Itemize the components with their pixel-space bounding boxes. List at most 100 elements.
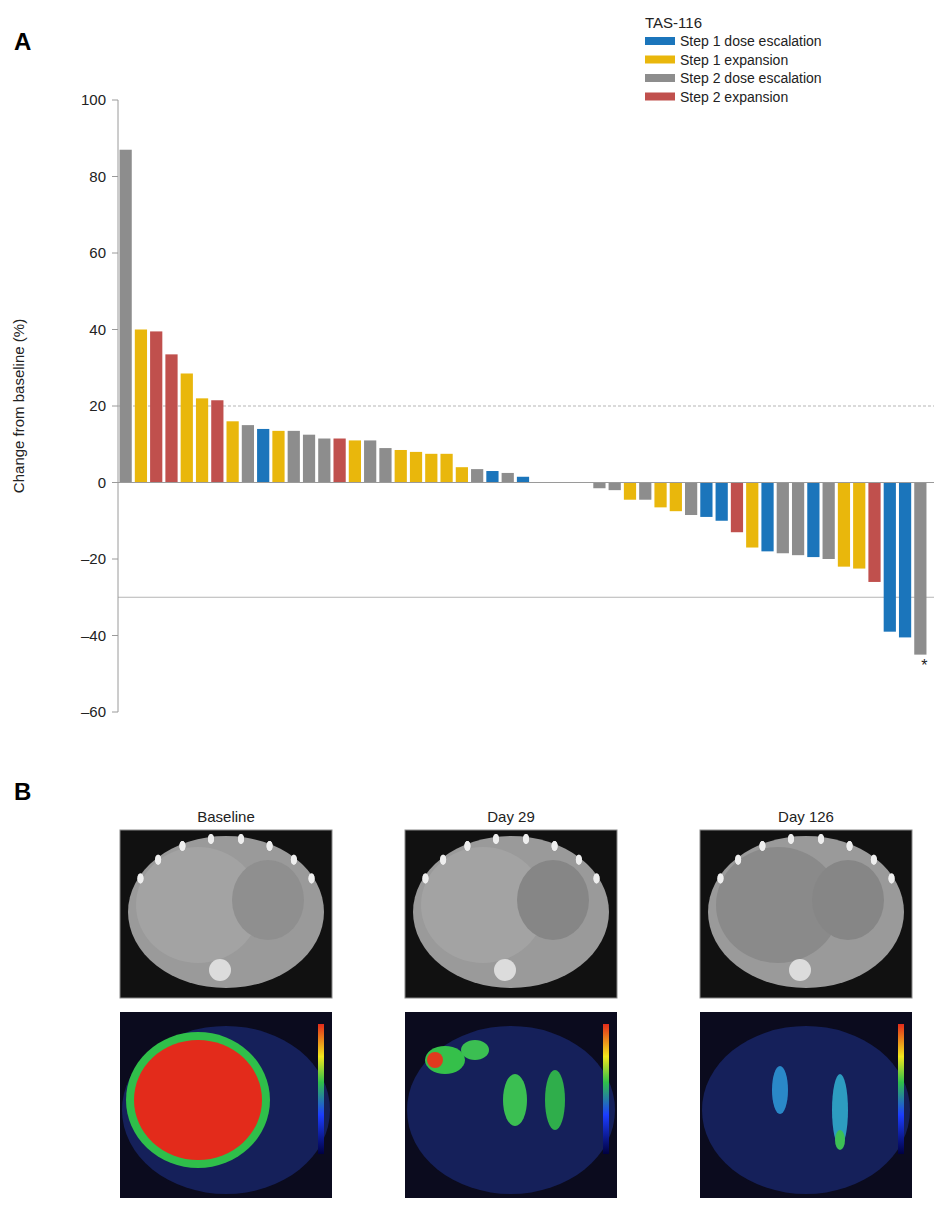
figure: A–60–40–20020406080100Change from baseli… [0,0,935,1206]
bar [792,483,804,556]
y-tick [112,635,118,636]
bar [440,454,452,483]
y-tick [112,559,118,560]
ct-rib [464,841,470,851]
bar [257,429,269,483]
ct-rib [871,855,877,865]
image-title: Day 29 [487,808,535,825]
ct-rib [594,873,600,883]
pet-body [702,1026,910,1194]
bar [425,454,437,483]
ct-rib [309,873,315,883]
bar [593,483,605,489]
y-tick [112,253,118,254]
bar [196,398,208,482]
ct-spine [494,959,516,981]
bar [379,448,391,482]
pet-uptake [461,1040,489,1060]
ct-rib [552,841,558,851]
bar [150,331,162,482]
ct-rib [137,873,143,883]
legend-label: Step 2 dose escalation [680,70,822,86]
y-tick-label: 0 [98,474,106,491]
pet-colorbar [898,1024,904,1154]
ct-rib [179,841,185,851]
ct-rib [889,873,895,883]
ct-rib [847,841,853,851]
ct-lesion [812,860,884,940]
ct-rib [523,834,529,844]
ct-rib [291,855,297,865]
bar [333,439,345,483]
ct-body [708,836,904,988]
pet-colorbar [318,1024,324,1154]
pet-image [405,1012,617,1198]
ct-rib [788,834,794,844]
ct-rib [440,855,446,865]
bar [639,483,651,500]
ct-rib [735,855,741,865]
y-tick [112,482,118,483]
pet-uptake [134,1040,262,1160]
bar [624,483,636,500]
y-tick-label: 100 [81,91,106,108]
ct-spine [789,959,811,981]
bar [242,425,254,482]
legend-label: Step 1 dose escalation [680,33,822,49]
ct-rib [759,841,765,851]
image-title: Baseline [197,808,255,825]
bar [135,330,147,483]
ct-rib [735,855,741,865]
bar [303,435,315,483]
bar [761,483,773,552]
ct-rib [309,873,315,883]
ct-rib [818,834,824,844]
bar [272,431,284,483]
legend-label: Step 2 expansion [680,89,788,105]
pet-uptake [503,1074,527,1126]
bar [884,483,896,632]
pet-uptake [835,1130,845,1150]
ct-frame [405,830,617,998]
pet-image [700,1012,912,1198]
bar [868,483,880,582]
pet-colorbar [603,1024,609,1154]
reference-line [118,597,934,598]
bar [716,483,728,521]
ct-image [700,830,912,998]
ct-rib [238,834,244,844]
ct-rib [137,873,143,883]
bar [731,483,743,533]
y-tick-label: –60 [81,703,106,720]
legend-swatch [645,74,675,82]
pet-uptake [545,1070,565,1130]
legend-swatch [645,37,675,45]
bar [823,483,835,560]
ct-rib [155,855,161,865]
ct-rib [422,873,428,883]
y-tick-label: –40 [81,627,106,644]
ct-rib [238,834,244,844]
ct-rib [871,855,877,865]
bar [120,150,132,483]
bar [395,450,407,483]
bar [471,469,483,482]
bar [777,483,789,554]
bar [227,421,239,482]
bar [211,400,223,482]
ct-rib [717,873,723,883]
bar [838,483,850,567]
pet-uptake [425,1046,465,1074]
ct-rib [267,841,273,851]
ct-rib [594,873,600,883]
bars [120,150,927,655]
pet-uptake [126,1032,270,1168]
ct-rib [552,841,558,851]
bar [914,483,926,655]
y-tick [112,176,118,177]
legend-label: Step 1 expansion [680,52,788,68]
bar [685,483,697,516]
pet-uptake [427,1052,443,1068]
legend-title: TAS-116 [645,14,702,31]
ct-rib [493,834,499,844]
